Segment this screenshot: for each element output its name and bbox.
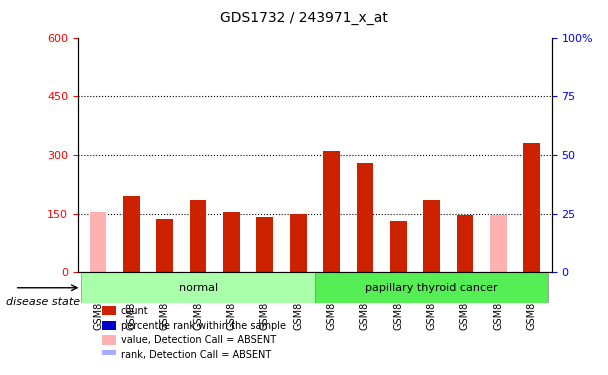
Bar (257, 217, 273, 272)
Bar (490, 216, 506, 272)
FancyBboxPatch shape (81, 272, 315, 303)
Bar (102, 306, 116, 315)
Bar (190, 200, 207, 272)
Text: normal: normal (179, 283, 218, 293)
Bar (102, 335, 116, 345)
Text: value, Detection Call = ABSENT: value, Detection Call = ABSENT (120, 335, 276, 345)
Bar (423, 200, 440, 272)
Bar (323, 151, 340, 272)
Bar (390, 221, 407, 272)
Bar (223, 211, 240, 272)
Bar (290, 213, 306, 272)
Text: percentile rank within the sample: percentile rank within the sample (120, 321, 286, 331)
Bar (356, 163, 373, 272)
Bar (457, 216, 473, 272)
Bar (90, 211, 106, 272)
Bar (102, 321, 116, 330)
Text: disease state: disease state (6, 297, 80, 307)
Text: rank, Detection Call = ABSENT: rank, Detection Call = ABSENT (120, 350, 271, 360)
Bar (156, 219, 173, 272)
Text: GDS1732 / 243971_x_at: GDS1732 / 243971_x_at (220, 11, 388, 25)
FancyBboxPatch shape (315, 272, 548, 303)
Bar (102, 350, 116, 359)
Text: papillary thyroid cancer: papillary thyroid cancer (365, 283, 498, 293)
Text: count: count (120, 306, 148, 316)
Bar (523, 143, 540, 272)
Bar (123, 196, 140, 272)
